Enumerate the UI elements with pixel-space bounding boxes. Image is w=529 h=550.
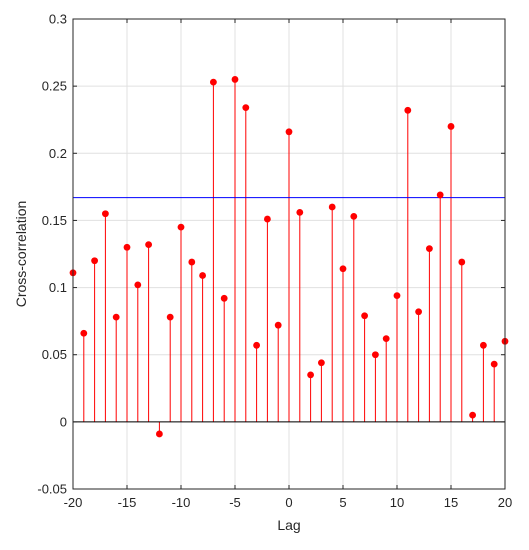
stem-marker bbox=[102, 210, 109, 218]
stem-marker bbox=[318, 359, 325, 367]
stem-marker bbox=[350, 213, 358, 220]
stem-marker bbox=[393, 292, 401, 300]
x-axis-label: Lag bbox=[277, 517, 300, 533]
stem-marker bbox=[328, 203, 336, 211]
stem-marker bbox=[436, 191, 444, 199]
y-axis-label: Cross-correlation bbox=[13, 201, 29, 308]
y-tick-label: 0 bbox=[60, 414, 67, 429]
stem-marker bbox=[404, 106, 412, 114]
stem-marker bbox=[458, 258, 466, 266]
stem-marker bbox=[199, 272, 207, 279]
x-tick-label: 10 bbox=[390, 495, 404, 510]
stem-marker bbox=[372, 351, 379, 359]
stem-marker bbox=[166, 313, 174, 321]
stem-marker bbox=[307, 371, 314, 379]
stem-marker bbox=[123, 243, 131, 251]
stem-marker bbox=[447, 123, 455, 130]
stem-marker bbox=[382, 335, 390, 342]
y-tick-label: 0.1 bbox=[49, 280, 67, 295]
stem-marker bbox=[490, 360, 498, 368]
y-tick-label: 0.05 bbox=[42, 347, 67, 362]
stem-marker bbox=[145, 241, 153, 249]
y-axis-ticks: -0.05 0 0.05 0.1 0.15 0.2 0.25 0.3 bbox=[37, 12, 505, 497]
x-tick-label: 20 bbox=[498, 495, 512, 510]
stem-marker bbox=[415, 308, 422, 316]
stem-marker bbox=[210, 78, 217, 86]
y-tick-label: 0.25 bbox=[42, 79, 67, 94]
x-tick-label: -20 bbox=[64, 495, 83, 510]
stem-marker bbox=[361, 312, 368, 320]
y-tick-label: 0.15 bbox=[42, 213, 67, 228]
stem-marker bbox=[156, 430, 163, 438]
stem-markers bbox=[69, 76, 509, 438]
x-tick-label: 0 bbox=[285, 495, 292, 510]
stem-marker bbox=[188, 258, 196, 266]
stem-marker bbox=[285, 128, 293, 136]
y-tick-label: -0.05 bbox=[37, 482, 67, 497]
x-tick-label: -5 bbox=[229, 495, 241, 510]
stem-marker bbox=[80, 329, 88, 337]
stem-marker bbox=[274, 321, 282, 329]
stem-marker bbox=[339, 265, 347, 273]
y-tick-label: 0.2 bbox=[49, 146, 67, 161]
stem-marker bbox=[231, 76, 239, 83]
x-tick-label: -15 bbox=[118, 495, 137, 510]
stem-marker bbox=[220, 294, 228, 302]
stem-marker bbox=[242, 104, 250, 112]
stem-marker bbox=[91, 257, 98, 265]
stem-marker bbox=[296, 208, 304, 216]
stem-marker bbox=[480, 341, 487, 349]
stem-marker bbox=[253, 341, 260, 349]
y-tick-label: 0.3 bbox=[49, 12, 67, 27]
x-tick-label: -10 bbox=[172, 495, 191, 510]
x-axis-ticks: -20 -15 -10 -5 0 5 10 15 20 bbox=[64, 19, 512, 510]
stem-marker bbox=[426, 245, 433, 253]
stem-marker bbox=[177, 223, 185, 231]
stem-marker bbox=[134, 281, 142, 289]
x-tick-label: 15 bbox=[444, 495, 458, 510]
stem-marker bbox=[112, 313, 120, 321]
x-tick-label: 5 bbox=[339, 495, 346, 510]
stem-marker bbox=[469, 411, 476, 419]
stem-marker bbox=[264, 215, 271, 223]
